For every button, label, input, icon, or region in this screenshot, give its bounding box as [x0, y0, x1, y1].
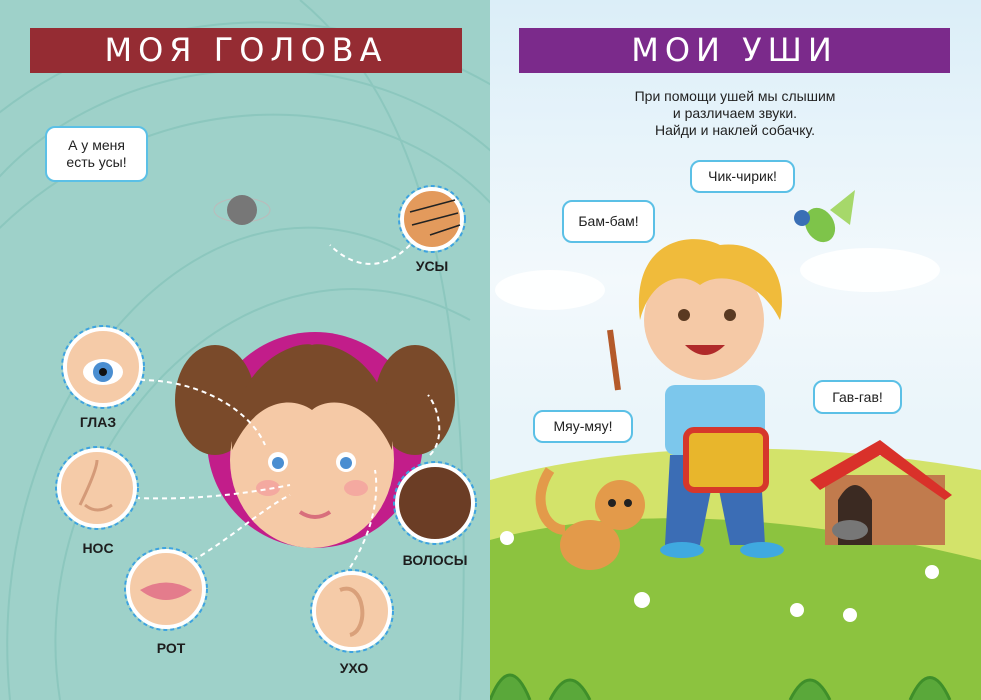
speech-bubble-dog: Гав-гав!: [813, 380, 902, 414]
label-mouth: РОТ: [156, 640, 186, 656]
label-hair: ВОЛОСЫ: [402, 552, 468, 568]
instruction-text: При помощи ушей мы слышим и различаем зв…: [570, 88, 900, 139]
cat-illustration: [535, 467, 645, 570]
speech-bubble-cat: Мяу-мяу!: [533, 410, 633, 443]
boy-illustration: [607, 239, 784, 558]
bird-illustration: [794, 190, 855, 243]
doghouse-illustration: [810, 440, 952, 545]
ear-icon: [312, 571, 392, 651]
cat-sticker: [213, 195, 271, 225]
speech-bubble-whiskers: А у меня есть усы!: [45, 126, 148, 182]
speech-bubble-drum: Бам-бам!: [562, 200, 655, 243]
label-ear: УХО: [339, 660, 369, 676]
hair-icon: [395, 463, 475, 543]
label-eye: ГЛАЗ: [79, 414, 117, 430]
page-title: МОИ УШИ: [519, 28, 950, 73]
speech-bubble-bird: Чик-чирик!: [690, 160, 795, 193]
girl-illustration: [175, 332, 455, 548]
whiskers-icon: [400, 187, 464, 251]
instruction-line: Найди и наклей собачку.: [655, 122, 815, 138]
instruction-line: При помощи ушей мы слышим: [634, 88, 836, 104]
nose-icon: [57, 448, 137, 528]
label-nose: НОС: [82, 540, 114, 556]
background-swirls: [0, 0, 490, 700]
left-page-my-head: МОЯ ГОЛОВА А у меня есть усы! УСЫ ГЛАЗ Н…: [0, 0, 490, 700]
right-page-my-ears: МОИ УШИ При помощи ушей мы слышим и разл…: [490, 0, 981, 700]
page-title: МОЯ ГОЛОВА: [30, 28, 462, 73]
instruction-line: и различаем звуки.: [672, 105, 798, 121]
label-whiskers: УСЫ: [415, 258, 449, 274]
scene-illustration: [490, 190, 981, 700]
